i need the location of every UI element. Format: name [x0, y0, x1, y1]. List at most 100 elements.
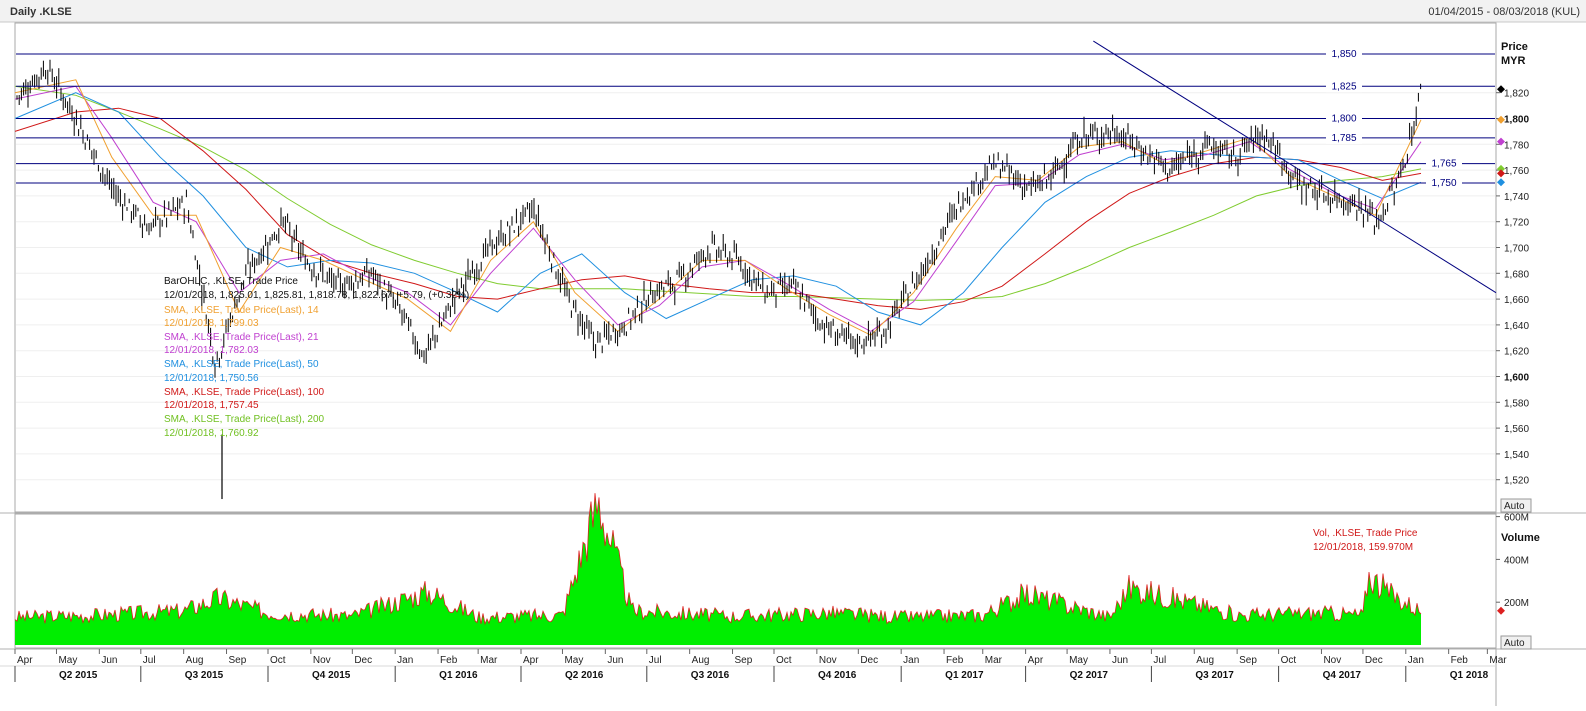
month-label: Dec: [354, 655, 372, 666]
trendline[interactable]: [1093, 40, 1497, 294]
level-label-bg: [1426, 175, 1462, 189]
legend-sma100-title: SMA, .KLSE, Trade Price(Last), 100: [164, 387, 325, 398]
month-label: Apr: [523, 655, 539, 666]
month-label: Apr: [17, 655, 33, 666]
volume-tick-label: 600M: [1504, 513, 1529, 524]
quarter-label: Q3 2016: [691, 670, 730, 681]
level-label: 1,825: [1331, 81, 1356, 92]
level-label: 1,765: [1431, 159, 1456, 170]
month-label: Jan: [1408, 655, 1424, 666]
date-range: 01/04/2015 - 08/03/2018 (KUL): [1428, 6, 1580, 18]
legend-sma50-title: SMA, .KLSE, Trade Price(Last), 50: [164, 359, 319, 370]
price-tick-label: 1,700: [1504, 244, 1529, 255]
level-label-bg: [1326, 78, 1362, 93]
month-label: Jun: [1112, 655, 1128, 666]
month-label: Jun: [607, 655, 623, 666]
volume-legend: Vol, .KLSE, Trade Price 12/01/2018, 159.…: [1313, 528, 1418, 553]
month-label: Dec: [1365, 655, 1383, 666]
month-label: Nov: [1323, 655, 1341, 666]
price-tick-label: 1,820: [1504, 89, 1529, 100]
month-label: Aug: [186, 655, 204, 666]
month-label: Aug: [1196, 655, 1214, 666]
month-label: Sep: [229, 655, 247, 666]
volume-auto-button[interactable]: [1500, 635, 1532, 650]
legend-sma200-value: 12/01/2018, 1,760.92: [164, 428, 259, 439]
quarter-label: Q2 2015: [59, 670, 98, 681]
month-label: Feb: [1451, 655, 1469, 666]
legend-sma100-value: 12/01/2018, 1,757.45: [164, 400, 259, 411]
sma-100-line: [14, 107, 1422, 310]
month-label: May: [1069, 655, 1088, 666]
level-label-bg: [1326, 46, 1362, 60]
month-label: Feb: [440, 655, 458, 666]
month-label: Jul: [649, 655, 662, 666]
month-label: Jan: [903, 655, 919, 666]
month-label: Nov: [819, 655, 837, 666]
price-marker: [1497, 85, 1505, 94]
price-axis-ticks: 1,520 1,540 1,560 1,580 1,600 1,620 1,640 1,660…: [1496, 89, 1529, 487]
month-label: Jul: [1153, 655, 1166, 666]
ohlc-bars: [16, 59, 1422, 500]
header-bar: [0, 0, 1586, 22]
quarter-label: Q4 2015: [312, 670, 351, 681]
level-label: 1,785: [1331, 133, 1356, 144]
level-label: 1,800: [1331, 114, 1356, 125]
month-label: Jan: [397, 655, 413, 666]
quarter-label: Q2 2016: [565, 670, 604, 681]
price-tick-label: 1,780: [1504, 140, 1529, 151]
volume-line: [14, 493, 1422, 626]
month-label: Oct: [1281, 655, 1297, 666]
level-label: 1,850: [1331, 49, 1356, 60]
volume-area: [14, 493, 1422, 645]
level-label-bg: [1426, 155, 1462, 170]
price-tick-label: 1,720: [1504, 218, 1529, 229]
price-auto-button[interactable]: [1500, 498, 1532, 513]
month-label: Jul: [143, 655, 156, 666]
price-tick-label: 1,660: [1504, 295, 1529, 306]
price-axis-label: Price: [1501, 41, 1528, 53]
legend-sma21-title: SMA, .KLSE, Trade Price(Last), 21: [164, 332, 319, 343]
price-tick-label: 1,740: [1504, 192, 1529, 203]
month-label: Dec: [860, 655, 878, 666]
quarter-label: Q1 2018: [1450, 670, 1489, 681]
price-legend: BarOHLC, .KLSE, Trade Price 12/01/2018, …: [164, 276, 469, 439]
month-label: Mar: [480, 655, 498, 666]
legend-sma14-title: SMA, .KLSE, Trade Price(Last), 14: [164, 305, 319, 316]
price-tick-label: 1,620: [1504, 347, 1529, 358]
legend-vol-value: 12/01/2018, 159.970M: [1313, 542, 1413, 553]
level-label-bg: [1326, 110, 1362, 125]
quarter-label: Q3 2017: [1195, 670, 1234, 681]
volume-fill: [15, 493, 1421, 645]
price-axis-markers: [1497, 85, 1505, 615]
legend-ohlc-values: 12/01/2018, 1,825.01, 1,825.81, 1,818.78…: [164, 290, 469, 301]
price-tick-label: 1,760: [1504, 166, 1529, 177]
month-label: Sep: [735, 655, 753, 666]
price-marker: [1497, 178, 1505, 187]
month-label: Mar: [985, 655, 1003, 666]
price-tick-label: 1,540: [1504, 450, 1529, 461]
price-marker: [1497, 164, 1505, 173]
legend-sma50-value: 12/01/2018, 1,750.56: [164, 373, 259, 384]
month-label: Apr: [1028, 655, 1044, 666]
month-label: May: [58, 655, 77, 666]
sma-200-line: [14, 85, 1422, 301]
price-tick-label: 1,580: [1504, 398, 1529, 409]
price-auto-label: Auto: [1504, 501, 1525, 512]
month-label: Oct: [776, 655, 792, 666]
price-tick-label: 1,800: [1504, 115, 1529, 126]
price-marker: [1497, 115, 1505, 124]
trendline-segment: [1093, 40, 1497, 294]
price-marker: [1497, 137, 1505, 146]
price-tick-label: 1,640: [1504, 321, 1529, 332]
month-label: Oct: [270, 655, 286, 666]
month-label: Feb: [946, 655, 964, 666]
legend-vol-title: Vol, .KLSE, Trade Price: [1313, 528, 1418, 539]
level-label-bg: [1326, 129, 1362, 144]
quarter-label: Q4 2016: [818, 670, 857, 681]
price-tick-label: 1,600: [1504, 373, 1529, 384]
price-axis-unit: MYR: [1501, 55, 1526, 67]
sma-14-line: [14, 79, 1422, 336]
quarter-label: Q2 2017: [1070, 670, 1109, 681]
chart-title: Daily .KLSE: [10, 6, 72, 18]
